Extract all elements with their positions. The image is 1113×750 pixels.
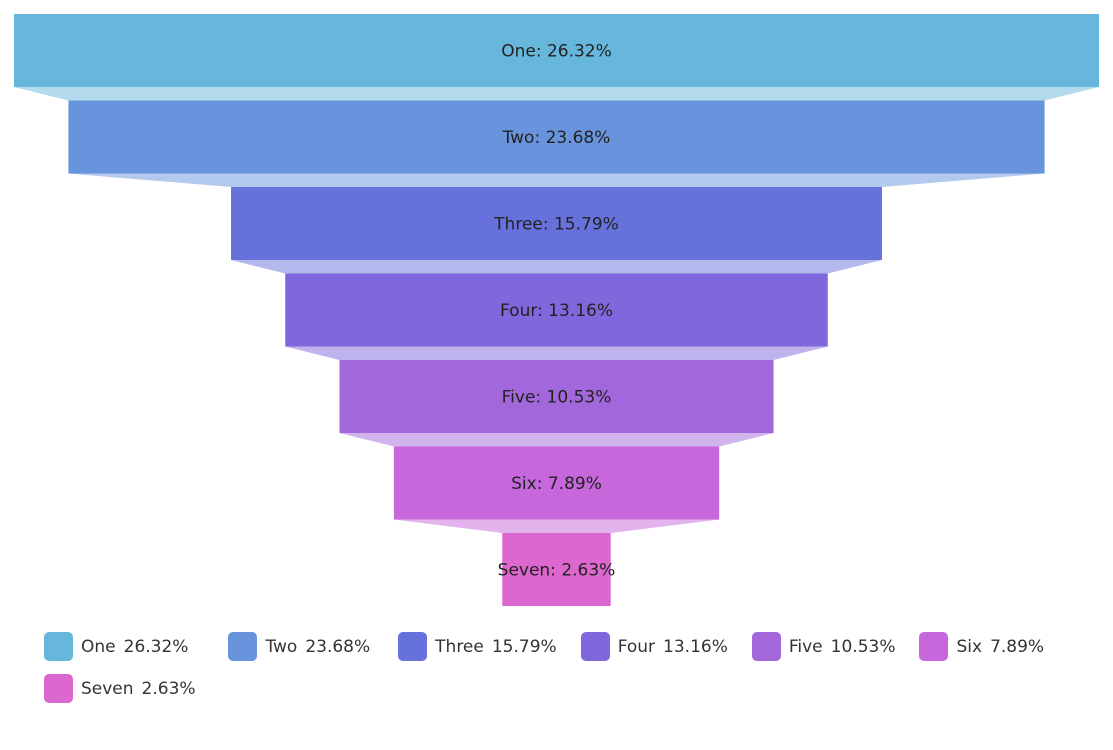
legend-item-two[interactable]: Two 23.68% — [228, 632, 370, 661]
legend-swatch — [44, 632, 73, 661]
legend-value: 13.16% — [663, 636, 728, 657]
funnel-connector-four — [285, 346, 828, 360]
funnel-connector-five — [339, 433, 774, 447]
legend-label: Two — [265, 636, 298, 657]
funnel-connector-two — [68, 173, 1045, 187]
funnel-label-two: Two: 23.68% — [502, 128, 611, 148]
funnel-label-seven: Seven: 2.63% — [498, 561, 616, 581]
funnel-chart: One: 26.32% Two: 23.68% Three: 15.79% Four:… — [14, 14, 1099, 606]
legend-value: 2.63% — [141, 678, 196, 699]
legend-label: Six — [956, 636, 983, 657]
legend-value: 26.32% — [123, 636, 189, 657]
funnel-segment-four[interactable] — [285, 273, 828, 347]
funnel-segment-two[interactable] — [68, 100, 1045, 174]
funnel-connector-six — [393, 519, 720, 533]
funnel-label-four: Four: 13.16% — [500, 301, 613, 321]
legend-swatch — [580, 632, 610, 661]
legend-value: 7.89% — [990, 636, 1045, 657]
funnel-label-three: Three: 15.79% — [493, 215, 619, 235]
legend-swatch — [751, 632, 781, 661]
legend-label: Five — [788, 636, 823, 657]
legend-item-five[interactable]: Five 10.53% — [751, 632, 896, 661]
funnel-segment-three[interactable] — [231, 187, 882, 260]
legend-item-seven[interactable]: Seven 2.63% — [44, 674, 196, 703]
funnel-segment-six[interactable] — [393, 446, 720, 520]
funnel-label-six: Six: 7.89% — [511, 474, 602, 494]
funnel-connector-one — [14, 87, 1099, 101]
legend-label: Four — [617, 636, 656, 657]
legend-label: Seven — [81, 678, 134, 699]
legend-item-four[interactable]: Four 13.16% — [580, 632, 728, 661]
legend-label: One — [81, 636, 116, 657]
legend-item-six[interactable]: Six 7.89% — [919, 632, 1044, 661]
funnel-segment-five[interactable] — [339, 360, 774, 433]
funnel-segment-one[interactable] — [14, 14, 1099, 87]
funnel-segment-seven[interactable] — [502, 533, 611, 606]
legend-item-one[interactable]: One 26.32% — [44, 632, 188, 661]
legend-swatch — [398, 632, 428, 661]
legend-swatch — [228, 632, 258, 661]
legend-value: 10.53% — [830, 636, 896, 657]
legend-swatch — [44, 674, 73, 703]
funnel-label-five: Five: 10.53% — [502, 388, 612, 408]
funnel-connector-three — [231, 260, 882, 274]
legend-value: 15.79% — [491, 636, 557, 657]
chart-legend: One 26.32% Two 23.68% Three 15.79% Four 13.16% F… — [44, 632, 1084, 703]
legend-swatch — [919, 632, 949, 661]
legend-item-three[interactable]: Three 15.79% — [398, 632, 557, 661]
legend-value: 23.68% — [305, 636, 371, 657]
legend-label: Three — [435, 636, 484, 657]
funnel-label-one: One: 26.32% — [501, 42, 612, 62]
